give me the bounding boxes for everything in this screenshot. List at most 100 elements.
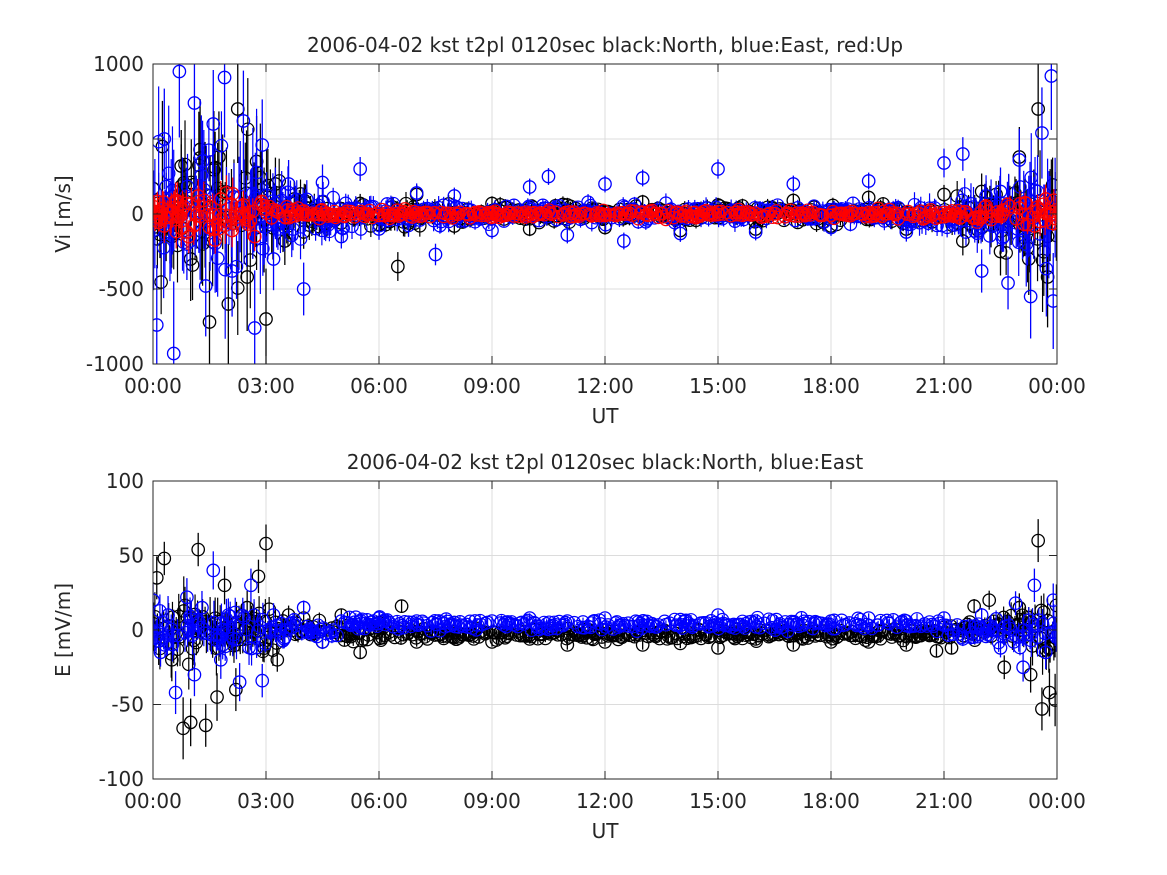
- velocity-point: [372, 208, 386, 223]
- efield-xtick-label: 21:00: [915, 789, 973, 813]
- efield-ytick-label: 50: [119, 544, 144, 568]
- velocity-panel: 00:00 03:00 06:00 09:00 12:00 15:00 18:00 21:00…: [51, 33, 1086, 428]
- velocity-point: [259, 202, 273, 217]
- efield-point: [547, 615, 561, 630]
- velocity-point: [598, 177, 612, 191]
- efield-point: [195, 600, 209, 615]
- velocity-point: [240, 270, 255, 284]
- efield-point: [1047, 616, 1057, 630]
- efield-ytick-label: 0: [131, 618, 144, 642]
- efield-point: [266, 608, 281, 622]
- velocity-point: [861, 174, 876, 188]
- velocity-point: [256, 241, 270, 256]
- efield-point: [576, 615, 590, 629]
- efield-data: [153, 519, 1057, 760]
- velocity-point: [153, 318, 164, 332]
- velocity-series-group: [153, 64, 1057, 364]
- velocity-point: [899, 225, 914, 239]
- efield-point: [786, 638, 801, 652]
- velocity-point: [187, 96, 202, 110]
- velocity-point: [214, 138, 229, 153]
- efield-point: [168, 685, 183, 700]
- efield-point: [180, 590, 194, 605]
- velocity-point: [560, 228, 575, 242]
- efield-point: [861, 635, 876, 649]
- velocity-point: [372, 222, 386, 236]
- velocity-point: [824, 208, 838, 223]
- velocity-point: [974, 264, 989, 278]
- velocity-point: [1049, 203, 1057, 217]
- velocity-point: [711, 204, 725, 219]
- velocity-point: [1048, 211, 1057, 226]
- velocity-point: [206, 117, 221, 131]
- efield-point: [198, 718, 213, 733]
- efield-panel: 00:00 03:00 06:00 09:00 12:00 15:00 18:00 21:00…: [51, 450, 1086, 843]
- efield-point: [899, 638, 914, 652]
- efield-point: [1030, 630, 1045, 645]
- velocity-point: [955, 147, 970, 161]
- efield-point: [1046, 593, 1057, 608]
- velocity-point: [974, 210, 989, 224]
- velocity-point: [428, 247, 443, 262]
- efield-point: [215, 638, 230, 652]
- efield-point: [967, 599, 981, 614]
- efield-point: [247, 608, 261, 622]
- velocity-xlabel: UT: [592, 404, 620, 428]
- efield-xtick-label: 09:00: [463, 789, 521, 813]
- efield-point: [153, 624, 161, 638]
- efield-point: [156, 631, 171, 645]
- velocity-ytick-label: -500: [99, 277, 144, 301]
- velocity-xtick-label: 12:00: [576, 374, 634, 398]
- velocity-point: [1045, 216, 1057, 231]
- velocity-xtick-label: 03:00: [237, 374, 295, 398]
- efield-point: [439, 612, 453, 626]
- velocity-point: [541, 169, 556, 184]
- velocity-point: [154, 275, 168, 289]
- velocity-point: [191, 189, 206, 203]
- velocity-point: [221, 297, 236, 311]
- efield-point: [258, 637, 273, 651]
- efield-point: [635, 614, 650, 628]
- efield-point: [1016, 660, 1030, 675]
- efield-point: [251, 569, 266, 584]
- efield-point: [451, 620, 466, 634]
- velocity-point: [598, 208, 612, 223]
- efield-point: [974, 608, 989, 622]
- efield-xlabel: UT: [592, 819, 620, 843]
- efield-point: [330, 628, 344, 643]
- velocity-point: [1012, 153, 1027, 167]
- efield-point: [610, 615, 624, 629]
- velocity-point: [673, 226, 688, 241]
- velocity-point: [1019, 237, 1034, 252]
- efield-point: [197, 626, 211, 640]
- efield-point: [259, 536, 273, 551]
- velocity-point: [255, 138, 270, 152]
- efield-xtick-label: 18:00: [802, 789, 860, 813]
- efield-point: [757, 616, 771, 631]
- efield-point: [1015, 629, 1030, 643]
- velocity-ylabel: Vi [m/s]: [51, 175, 75, 252]
- velocity-point: [1023, 289, 1038, 304]
- efield-point: [673, 612, 688, 627]
- velocity-point: [225, 187, 240, 201]
- efield-point: [190, 612, 205, 627]
- efield-point: [158, 638, 172, 652]
- efield-point: [1049, 630, 1057, 644]
- efield-point: [277, 630, 292, 645]
- efield-ytick-label: -50: [111, 693, 144, 717]
- velocity-point: [974, 184, 989, 199]
- efield-point: [353, 645, 368, 660]
- efield-point: [217, 578, 232, 593]
- efield-point: [824, 635, 838, 649]
- velocity-point: [1035, 126, 1049, 140]
- velocity-point: [172, 64, 187, 79]
- velocity-point: [188, 217, 202, 232]
- velocity-point: [978, 200, 992, 214]
- efield-point: [447, 615, 462, 630]
- efield-point: [409, 614, 424, 628]
- velocity-point: [955, 234, 970, 248]
- efield-point: [229, 632, 244, 647]
- efield-point: [287, 613, 302, 627]
- velocity-ytick-label: -1000: [86, 352, 144, 376]
- efield-title: 2006-04-02 kst t2pl 0120sec black:North,…: [347, 450, 864, 474]
